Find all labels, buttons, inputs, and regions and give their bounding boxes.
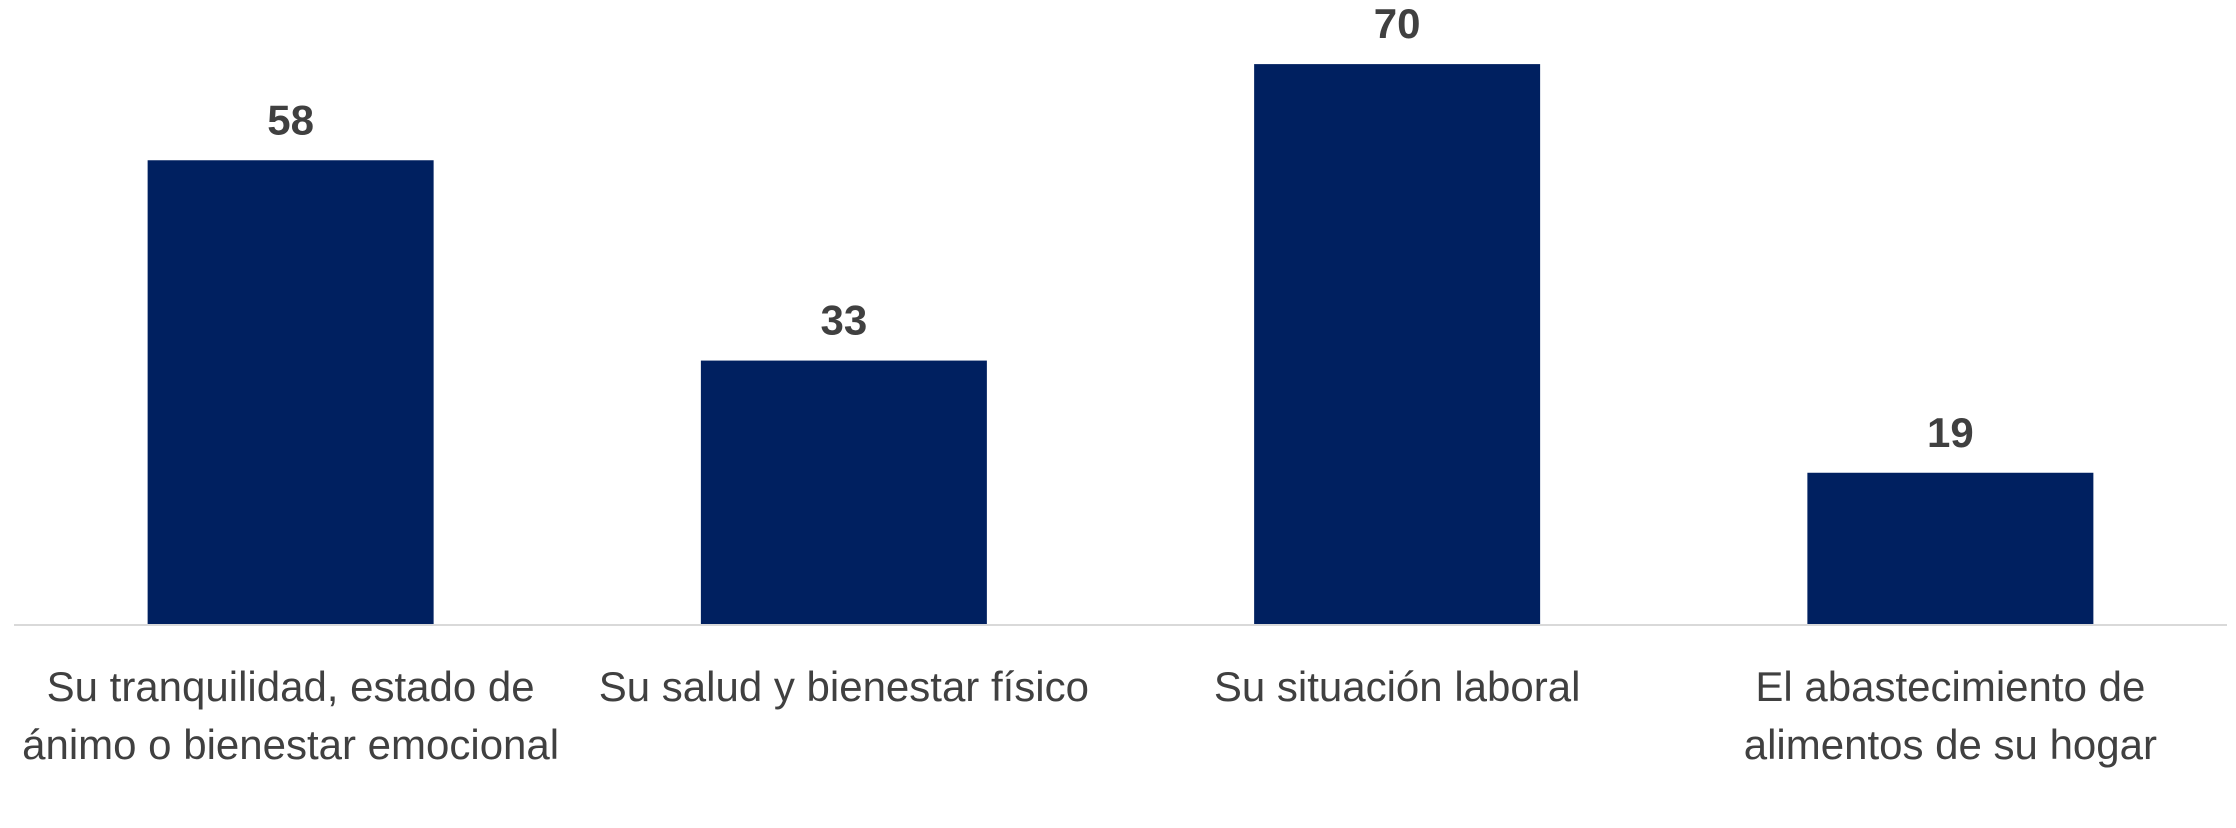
value-label: 58 <box>267 96 314 143</box>
x-tick-label: Su salud y bienestar físico <box>598 663 1089 710</box>
x-tick-label: El abastecimiento de alimentos de su hog… <box>1743 663 2157 768</box>
bar <box>1807 472 2094 625</box>
x-tick-label: Su situación laboral <box>1213 663 1581 710</box>
bar <box>1254 64 1541 626</box>
value-label: 70 <box>1374 0 1421 47</box>
value-label: 33 <box>821 297 868 344</box>
bar <box>147 160 434 625</box>
bar <box>700 360 987 625</box>
value-label: 19 <box>1927 409 1974 456</box>
x-tick-label: Su tranquilidad, estado de ánimo o biene… <box>22 663 560 768</box>
